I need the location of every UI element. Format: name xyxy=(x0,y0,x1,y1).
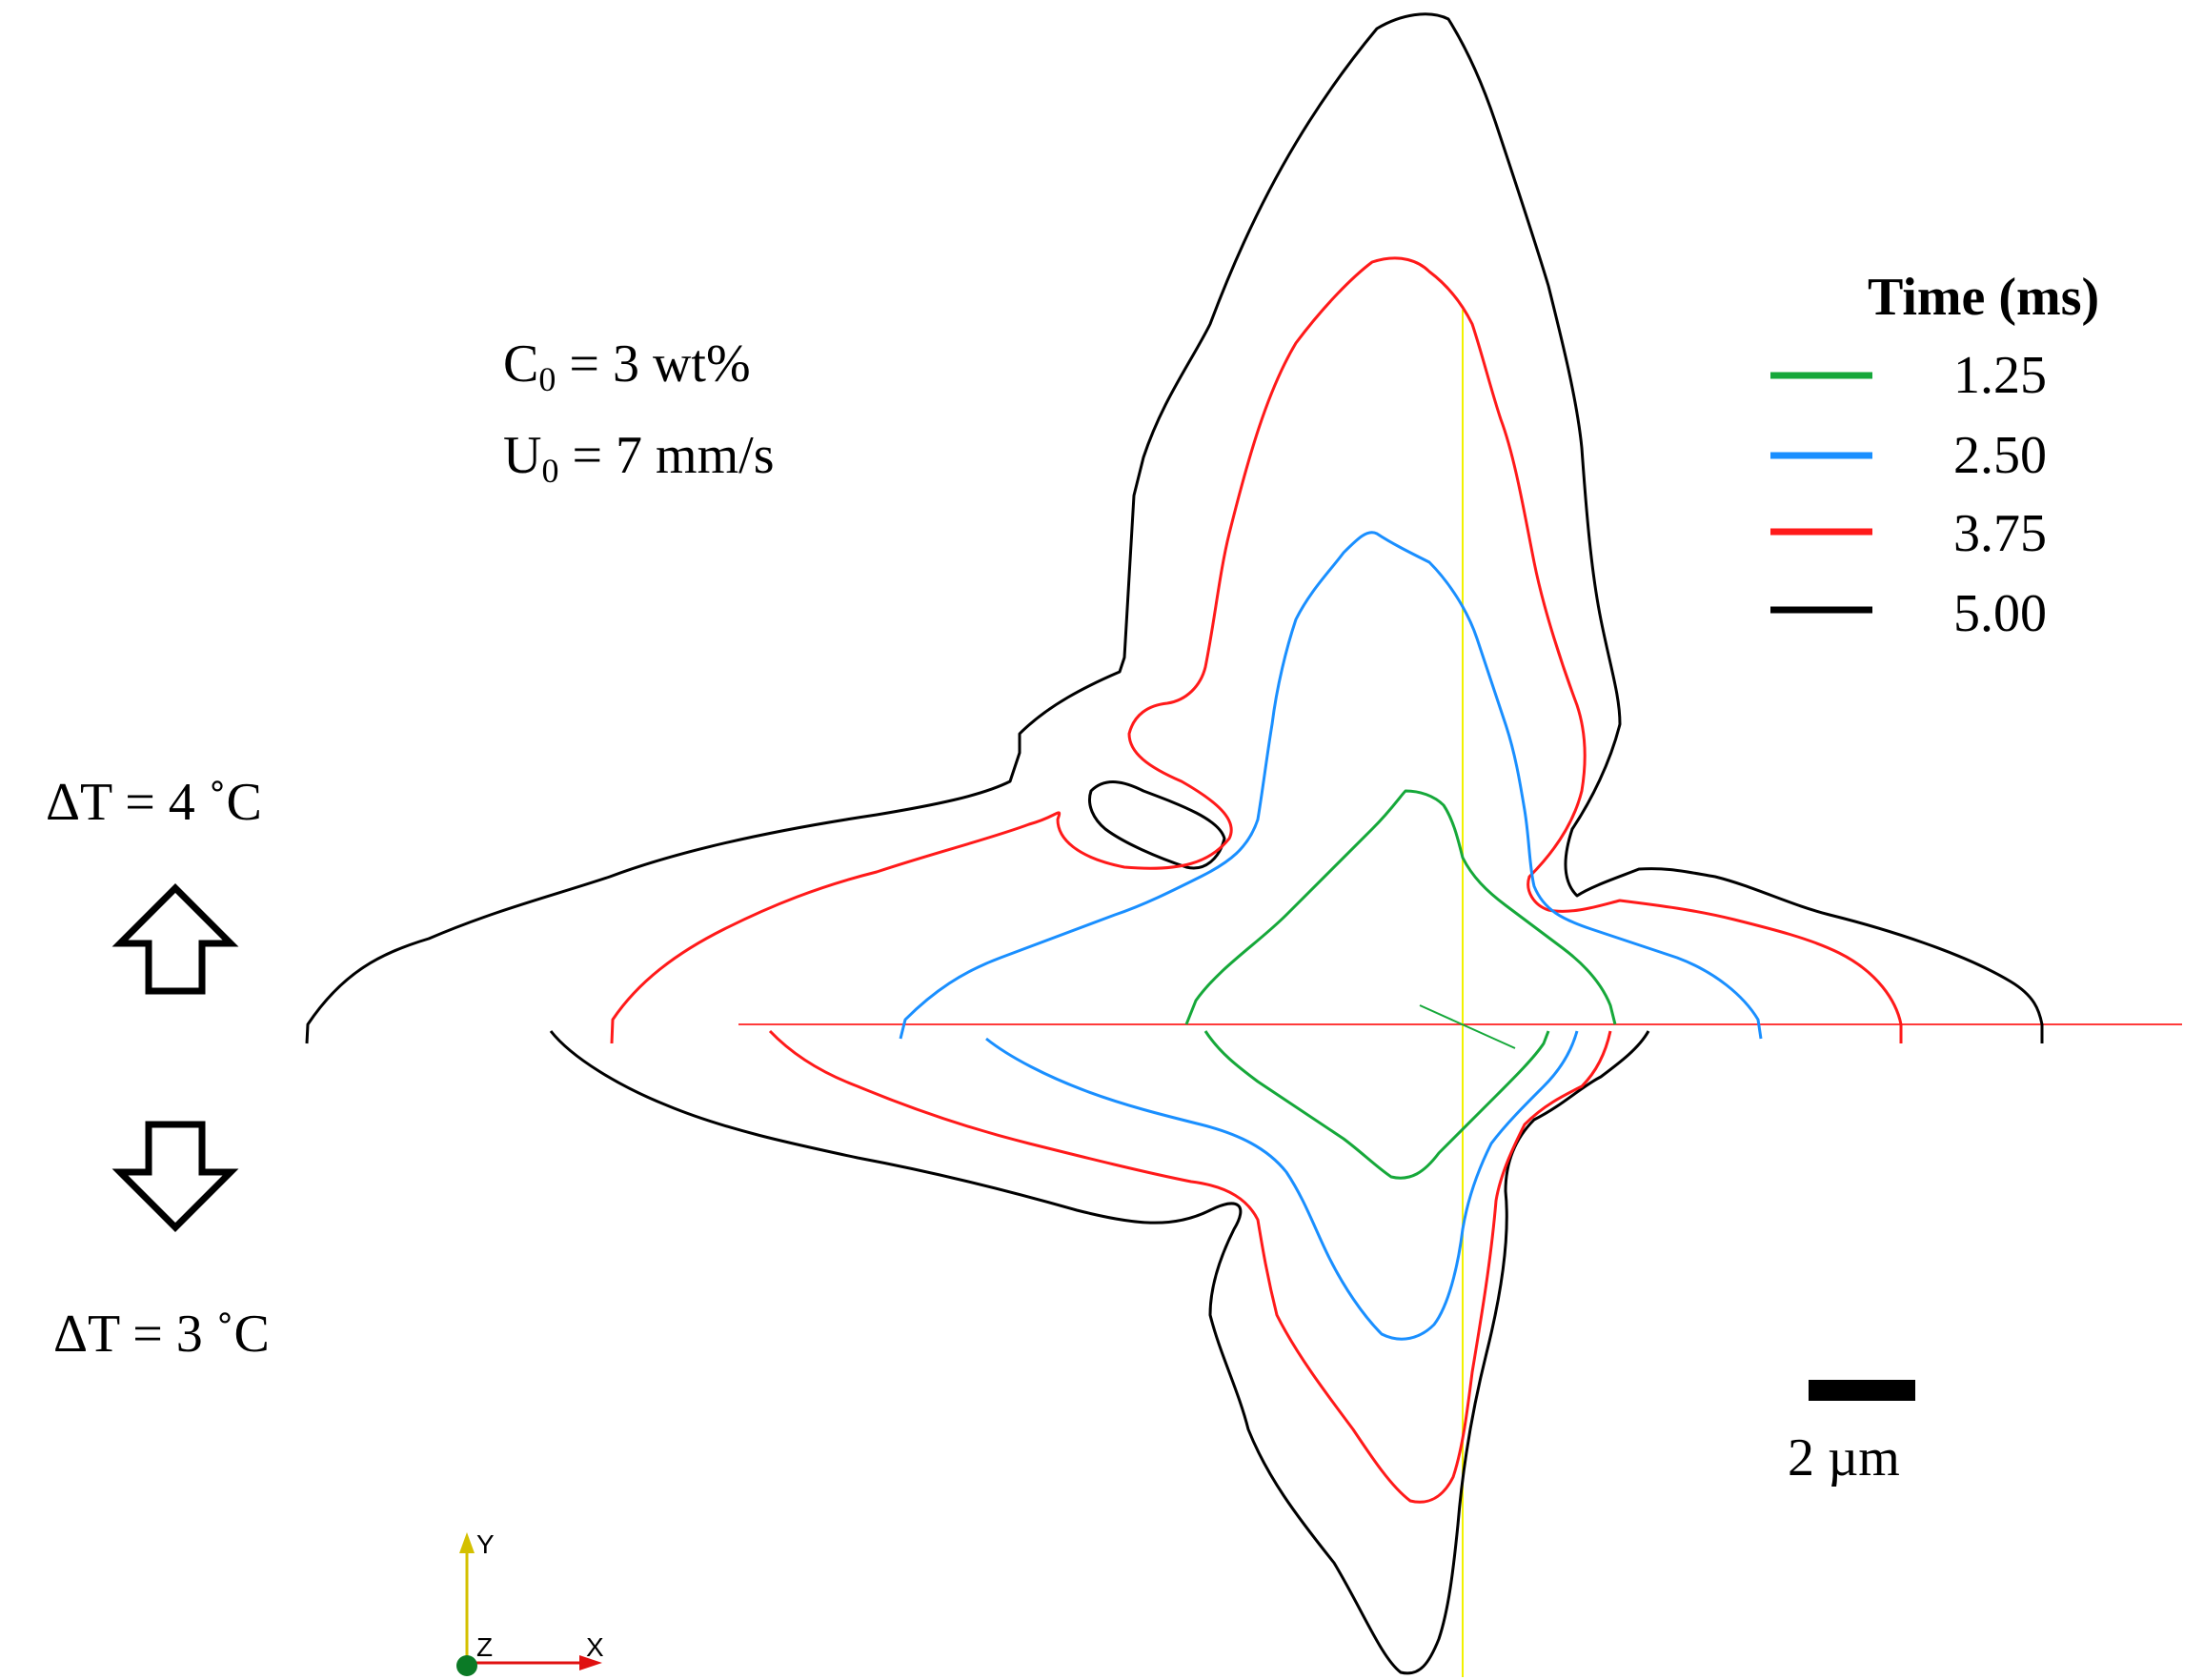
legend-label-3.75: 3.75 xyxy=(1953,504,2047,563)
legend-label-1.25: 1.25 xyxy=(1953,346,2047,405)
u0-subscript: 0 xyxy=(541,452,558,490)
contour-5.00ms-island xyxy=(1088,780,1226,870)
legend-label-2.50: 2.50 xyxy=(1953,426,2047,485)
contour-5.00ms xyxy=(305,12,2044,1675)
u0-line: U0 = 7 mm/s xyxy=(503,426,775,490)
c0-symbol: C xyxy=(503,334,538,394)
delta-t-top-label: ΔT = 4 ˚C xyxy=(46,773,262,832)
triad-z-origin xyxy=(456,1655,477,1676)
contour-1.25ms-tick xyxy=(1419,1004,1516,1049)
contour-5.00ms-lower xyxy=(549,1030,1650,1675)
contour-3.75ms xyxy=(610,256,1903,1504)
scale-bar xyxy=(1809,1380,1915,1401)
contour-2.50ms xyxy=(899,531,1763,1341)
triad-z-label: Z xyxy=(476,1632,493,1662)
u0-value: = 7 mm/s xyxy=(558,426,774,485)
c0-line: C0 = 3 wt% xyxy=(503,334,751,398)
scale-bar-label: 2 µm xyxy=(1788,1428,1900,1488)
triad-y-arrow-icon xyxy=(459,1532,475,1553)
axes-triad: Y X Z xyxy=(456,1529,604,1676)
c0-subscript: 0 xyxy=(538,360,556,398)
contour-5.00ms-upper xyxy=(305,12,2044,1044)
contour-1.25ms-lower xyxy=(1203,1030,1550,1180)
legend-title: Time (ms) xyxy=(1868,268,2099,327)
triad-x-arrow-icon xyxy=(579,1655,602,1670)
legend-label-5.00: 5.00 xyxy=(1953,584,2047,643)
c0-value: = 3 wt% xyxy=(556,334,750,394)
contour-3.75ms-lower xyxy=(768,1029,1612,1504)
contour-3.75ms-upper xyxy=(610,256,1903,1044)
arrow-down-icon xyxy=(111,1121,239,1232)
u0-symbol: U xyxy=(503,426,541,485)
legend: Time (ms) 1.25 2.50 3.75 5.00 xyxy=(1770,268,2099,643)
arrow-up-icon xyxy=(111,883,239,995)
delta-t-bottom-label: ΔT = 3 ˚C xyxy=(53,1305,270,1364)
contour-2.50ms-lower xyxy=(985,1030,1579,1341)
contour-1.25ms xyxy=(1184,789,1617,1180)
triad-y-label: Y xyxy=(476,1529,495,1559)
triad-x-label: X xyxy=(586,1632,604,1662)
contour-2.50ms-upper xyxy=(899,531,1763,1040)
contour-1.25ms-upper xyxy=(1184,789,1617,1025)
